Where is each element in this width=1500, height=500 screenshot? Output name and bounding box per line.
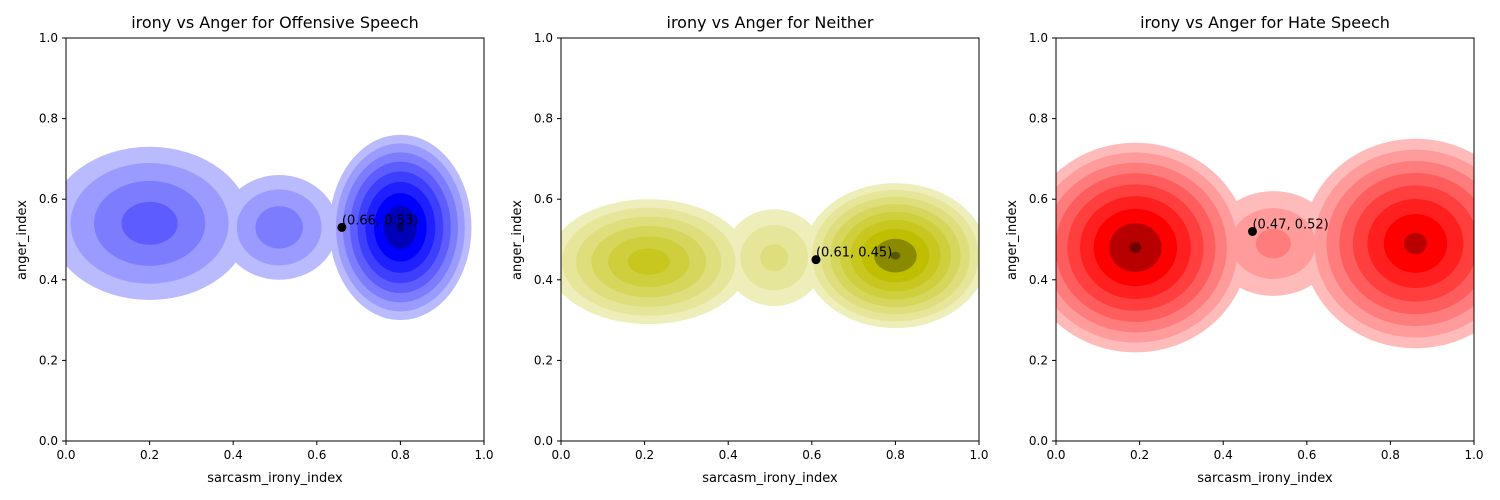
- x-tick-label: 0.6: [307, 448, 326, 462]
- y-tick-label: 0.4: [39, 273, 58, 287]
- plot-frame: [1055, 37, 1475, 442]
- y-axis-label: anger_index: [15, 200, 30, 280]
- y-tick-label: 0.4: [534, 273, 553, 287]
- density-contour-level-8: [1129, 241, 1142, 254]
- y-tick-label: 0.2: [1029, 353, 1048, 367]
- y-tick-label: 0.6: [534, 192, 553, 206]
- y-tick-label: 0.8: [1029, 112, 1048, 126]
- x-axis-label: sarcasm_irony_index: [1197, 471, 1333, 486]
- x-tick-label: 0.8: [391, 448, 410, 462]
- marked-point-label: (0.61, 0.45): [816, 246, 892, 261]
- y-tick-label: 1.0: [39, 31, 58, 45]
- chart-title: irony vs Anger for Neither: [667, 13, 874, 32]
- x-tick-label: 0.0: [1046, 448, 1065, 462]
- marked-point-label: (0.47, 0.52): [1252, 217, 1328, 232]
- x-tick-label: 0.2: [635, 448, 654, 462]
- x-axis-label: sarcasm_irony_index: [207, 471, 343, 486]
- density-contours: [1056, 138, 1474, 353]
- marked-point-dot: [337, 222, 347, 232]
- density-contour-level-8: [890, 251, 901, 260]
- y-tick-label: 0.8: [534, 112, 553, 126]
- y-tick-label: 0.0: [39, 434, 58, 448]
- x-tick-label: 0.0: [551, 448, 570, 462]
- density-contour-level-2: [255, 206, 303, 249]
- density-contour-level-7: [1404, 232, 1427, 255]
- density-contour-level-8: [396, 222, 405, 233]
- marked-point: (0.47, 0.52): [1247, 217, 1329, 236]
- y-tick-label: 0.0: [1029, 434, 1048, 448]
- y-tick-label: 1.0: [1029, 31, 1048, 45]
- chart-panel-2: irony vs Anger for Neither 0.0 0.2 0.4 0.6 0…: [510, 13, 989, 486]
- x-tick-label: 0.0: [56, 448, 75, 462]
- plot-frame: [560, 37, 980, 442]
- marked-point: (0.66, 0.53): [337, 213, 418, 232]
- chart-panel-1: irony vs Anger for Offensive Speech 0.0 0…: [15, 13, 494, 486]
- density-contour-level-5: [627, 248, 670, 275]
- marked-point-label: (0.66, 0.53): [342, 213, 418, 228]
- axis-ticks: 0.0 0.2 0.4 0.6 0.8 1.0 0.0 0.2 0.4 0.6 0.8 1.0: [1029, 31, 1484, 462]
- x-tick-label: 0.6: [802, 448, 821, 462]
- chart-title: irony vs Anger for Hate Speech: [1140, 13, 1390, 32]
- chart-title: irony vs Anger for Offensive Speech: [131, 13, 419, 32]
- axis-ticks: 0.0 0.2 0.4 0.6 0.8 1.0 0.0 0.2 0.4 0.6 0.8 1.0: [534, 31, 989, 462]
- x-tick-label: 0.2: [140, 448, 159, 462]
- x-tick-label: 0.4: [224, 448, 243, 462]
- y-tick-label: 1.0: [534, 31, 553, 45]
- x-tick-label: 0.2: [1130, 448, 1149, 462]
- chart-panel-3: irony vs Anger for Hate Speech 0.0 0.2 0.4…: [1005, 13, 1484, 486]
- y-tick-label: 0.8: [39, 112, 58, 126]
- y-tick-label: 0.6: [39, 192, 58, 206]
- marked-point: (0.61, 0.45): [811, 246, 892, 265]
- marked-point-dot: [811, 255, 821, 265]
- y-tick-label: 0.6: [1029, 192, 1048, 206]
- x-tick-label: 1.0: [474, 448, 493, 462]
- y-tick-label: 0.4: [1029, 273, 1048, 287]
- density-contour-level-2: [1255, 228, 1291, 259]
- density-contours: [66, 134, 472, 321]
- y-axis-label: anger_index: [1005, 200, 1020, 280]
- x-tick-label: 0.6: [1297, 448, 1316, 462]
- x-tick-label: 0.4: [1214, 448, 1233, 462]
- y-tick-label: 0.2: [39, 353, 58, 367]
- y-axis-label: anger_index: [510, 200, 525, 280]
- density-contours: [561, 183, 979, 329]
- density-contour-level-2: [760, 244, 789, 272]
- x-tick-label: 0.8: [1381, 448, 1400, 462]
- axis-ticks: 0.0 0.2 0.4 0.6 0.8 1.0 0.0 0.2 0.4 0.6 0.8 1.0: [39, 31, 494, 462]
- density-contour-level-3: [121, 201, 178, 245]
- marked-point-dot: [1247, 226, 1257, 236]
- x-tick-label: 1.0: [969, 448, 988, 462]
- x-tick-label: 0.4: [719, 448, 738, 462]
- plot-frame: [65, 37, 485, 442]
- x-tick-label: 1.0: [1464, 448, 1483, 462]
- x-axis-label: sarcasm_irony_index: [702, 471, 838, 486]
- y-tick-label: 0.0: [534, 434, 553, 448]
- y-tick-label: 0.2: [534, 353, 553, 367]
- x-tick-label: 0.8: [886, 448, 905, 462]
